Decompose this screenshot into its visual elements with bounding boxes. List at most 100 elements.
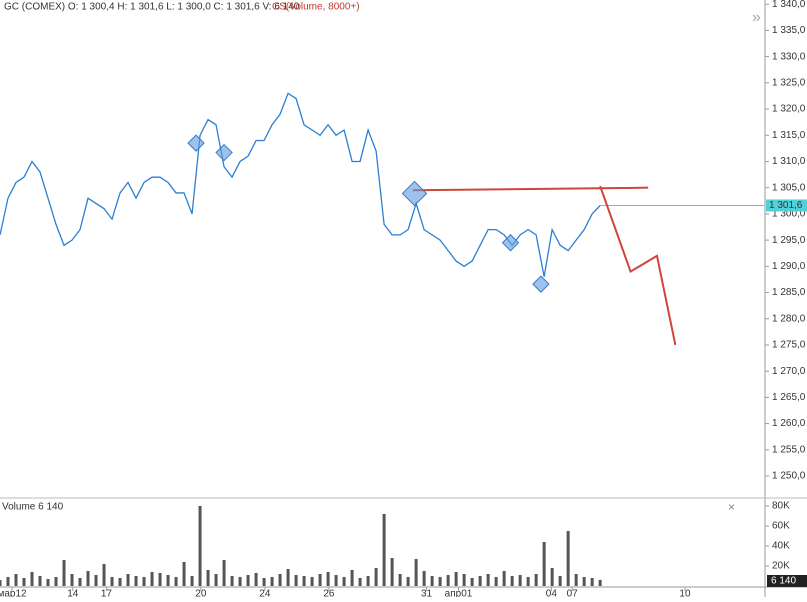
volume-bar xyxy=(374,568,378,586)
volume-bar xyxy=(214,574,218,586)
trend-drawing xyxy=(412,186,649,192)
volume-bar xyxy=(590,578,594,586)
y-tick-label: 1 305,0 xyxy=(772,182,806,193)
y-tick-label: 1 280,0 xyxy=(772,313,806,324)
volume-bar xyxy=(294,575,298,586)
header-study: CS(Volume, 8000+) xyxy=(272,2,360,13)
volume-bar xyxy=(430,576,434,586)
signal-marker xyxy=(401,180,428,207)
volume-bar xyxy=(478,576,482,586)
volume-bar xyxy=(118,578,122,586)
y-tick-label: 1 265,0 xyxy=(772,392,806,403)
volume-bar xyxy=(190,576,194,586)
y-tick-label: 1 330,0 xyxy=(772,51,806,62)
y-tick-label: 1 320,0 xyxy=(772,104,806,115)
volume-bar xyxy=(262,578,266,586)
volume-bar xyxy=(238,577,242,586)
volume-bar xyxy=(574,574,578,586)
volume-bar xyxy=(78,578,82,586)
volume-bar xyxy=(366,576,370,586)
volume-bar xyxy=(326,572,330,586)
close-panel-button[interactable]: × xyxy=(728,500,735,514)
signal-marker xyxy=(532,275,550,293)
volume-bar xyxy=(534,574,538,586)
y-tick-label: 1 250,0 xyxy=(772,471,806,482)
volume-bar xyxy=(166,575,170,586)
volume-bar xyxy=(550,568,554,586)
volume-bar xyxy=(222,560,226,586)
volume-bar xyxy=(206,570,210,586)
volume-bar xyxy=(390,558,394,586)
x-tick-label: 20 xyxy=(195,589,207,597)
volume-bar xyxy=(102,564,106,586)
volume-bar xyxy=(54,577,58,586)
volume-bar xyxy=(198,506,202,586)
expand-button[interactable]: » xyxy=(752,9,761,26)
header-symbol: GC (COMEX) O: 1 300,4 H: 1 301,6 L: 1 30… xyxy=(4,2,300,13)
volume-bar xyxy=(254,573,258,586)
x-tick-label: 17 xyxy=(101,589,113,597)
volume-bar xyxy=(406,577,410,586)
price-line xyxy=(0,92,601,277)
volume-bar xyxy=(62,560,66,586)
volume-bar xyxy=(518,575,522,586)
volume-bar xyxy=(342,577,346,586)
volume-bar xyxy=(286,569,290,586)
volume-bar xyxy=(14,574,18,586)
x-tick-label: 04 xyxy=(546,589,558,597)
volume-bar xyxy=(6,577,10,586)
volume-bar xyxy=(22,578,26,586)
y-tick-label: 1 275,0 xyxy=(772,340,806,351)
volume-bar xyxy=(582,577,586,586)
y-tick-label: 1 255,0 xyxy=(772,444,806,455)
volume-tick-label: 20K xyxy=(772,561,790,572)
y-tick-label: 1 260,0 xyxy=(772,418,806,429)
volume-bar xyxy=(334,575,338,586)
volume-bar xyxy=(510,576,514,586)
volume-tick-label: 80K xyxy=(772,501,790,512)
volume-bar xyxy=(310,577,314,586)
trend-drawing xyxy=(599,185,677,346)
volume-bar xyxy=(542,542,546,586)
volume-bar xyxy=(438,577,442,586)
volume-bar xyxy=(86,571,90,586)
y-tick-label: 1 300,0 xyxy=(772,209,806,220)
x-tick-label: 24 xyxy=(259,589,271,597)
volume-tick-label: 40K xyxy=(772,541,790,552)
volume-bar xyxy=(398,574,402,586)
volume-bar xyxy=(0,580,2,586)
volume-bar xyxy=(494,577,498,586)
y-tick-label: 1 335,0 xyxy=(772,25,806,36)
volume-label: Volume 6 140 xyxy=(2,502,64,513)
volume-bar xyxy=(94,575,98,586)
volume-bar xyxy=(246,575,250,586)
volume-last-box xyxy=(767,575,807,587)
signal-marker xyxy=(215,143,233,162)
y-tick-label: 1 290,0 xyxy=(772,261,806,272)
volume-bar xyxy=(70,574,74,586)
volume-bar xyxy=(126,574,130,586)
volume-tick-label: 60K xyxy=(772,521,790,532)
y-tick-label: 1 285,0 xyxy=(772,287,806,298)
x-tick-label: 14 xyxy=(67,589,79,597)
y-tick-label: 1 310,0 xyxy=(772,156,806,167)
y-tick-label: 1 315,0 xyxy=(772,130,806,141)
volume-bar xyxy=(414,559,418,586)
volume-bar xyxy=(110,577,114,586)
y-tick-label: 1 340,0 xyxy=(772,0,806,10)
volume-bar xyxy=(470,578,474,586)
volume-bar xyxy=(158,573,162,586)
y-tick-label: 1 295,0 xyxy=(772,235,806,246)
volume-last-label: 6 140 xyxy=(771,576,796,587)
volume-bar xyxy=(502,571,506,586)
x-tick-label: апр01 xyxy=(445,589,473,597)
y-tick-label: 1 270,0 xyxy=(772,366,806,377)
volume-bar xyxy=(566,531,570,586)
volume-bar xyxy=(350,570,354,586)
x-tick-label: мар12 xyxy=(0,589,27,597)
y-tick-label: 1 325,0 xyxy=(772,77,806,88)
volume-bar xyxy=(270,577,274,586)
signal-marker xyxy=(501,234,520,252)
